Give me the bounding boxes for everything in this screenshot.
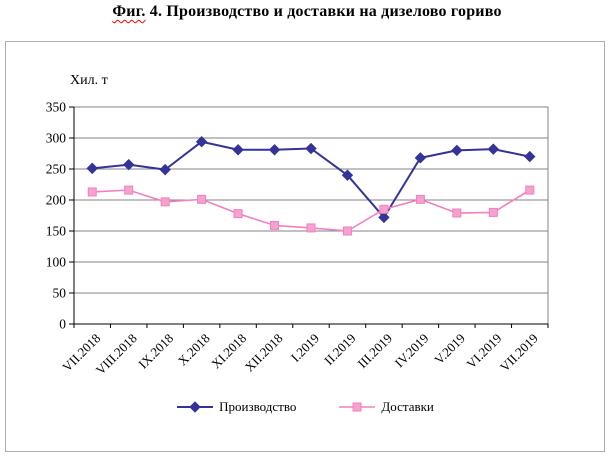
y-tick-label: 0: [59, 317, 66, 332]
data-point-deliveries: [160, 197, 170, 207]
chart-title: Фиг. 4. Производство и доставки на дизел…: [0, 3, 614, 21]
data-point-production: [378, 211, 390, 224]
chart-title-rest: 4. Производство и доставки на дизелово г…: [145, 3, 502, 20]
legend-item-deliveries: Доставки: [338, 399, 434, 415]
x-tick-label: IX.2018: [135, 331, 176, 372]
x-tick-label: I.2019: [288, 331, 322, 365]
y-tick-label: 250: [46, 162, 67, 177]
legend-marker-deliveries-icon: [339, 402, 376, 412]
y-axis-title: Хил. т: [70, 73, 108, 88]
y-tick-label: 150: [46, 224, 67, 239]
data-point-production: [305, 142, 317, 155]
data-point-deliveries: [525, 185, 535, 195]
y-tick-label: 350: [46, 100, 67, 115]
data-point-deliveries: [306, 223, 316, 233]
data-point-production: [341, 169, 354, 181]
data-point-deliveries: [87, 187, 97, 197]
x-tick-label: III.2019: [355, 331, 395, 371]
data-point-production: [268, 144, 281, 156]
legend-item-production: Производство: [176, 399, 296, 415]
data-point-production: [195, 136, 208, 148]
data-point-deliveries: [488, 207, 498, 217]
data-point-production: [159, 163, 171, 176]
x-tick-label: II.2019: [321, 331, 358, 368]
x-tick-label: XII.2018: [242, 331, 286, 375]
y-tick-label: 200: [46, 193, 67, 208]
y-tick-label: 100: [46, 255, 67, 270]
x-tick-label: IV.2019: [392, 331, 432, 371]
data-point-deliveries: [197, 194, 207, 204]
y-tick-label: 50: [53, 286, 67, 301]
x-tick-label: X.2018: [175, 331, 213, 369]
data-point-production: [414, 152, 427, 164]
plot-area: [73, 106, 549, 325]
y-tick-label: 300: [46, 131, 67, 146]
legend-label: Производство: [219, 399, 297, 414]
data-point-deliveries: [124, 185, 134, 195]
data-point-deliveries: [415, 194, 425, 204]
data-point-deliveries: [342, 226, 352, 236]
chart-legend: Производство Доставки: [6, 399, 604, 415]
chart-plot-svg: 050100150200250300350VII.2018VIII.2018IX…: [46, 100, 549, 378]
data-point-deliveries: [233, 209, 243, 219]
data-point-production: [86, 162, 98, 175]
data-point-deliveries: [270, 220, 280, 230]
data-point-production: [524, 150, 536, 163]
x-tick-label: V.2019: [431, 331, 468, 368]
data-point-production: [451, 144, 463, 157]
chart-title-word-misspelled: Фиг.: [112, 3, 146, 20]
data-point-deliveries: [452, 208, 462, 218]
data-point-deliveries: [379, 204, 389, 214]
legend-marker-production-icon: [177, 401, 214, 413]
legend-label: Доставки: [381, 399, 434, 414]
x-tick-label: VII.2019: [497, 331, 541, 375]
data-point-production: [232, 144, 244, 156]
data-point-production: [122, 158, 135, 171]
data-point-production: [487, 143, 500, 155]
embedded-chart-object[interactable]: 0 50 100 150 200 250 300 350 VII.2018 VIII.2018 IX…: [5, 41, 605, 452]
